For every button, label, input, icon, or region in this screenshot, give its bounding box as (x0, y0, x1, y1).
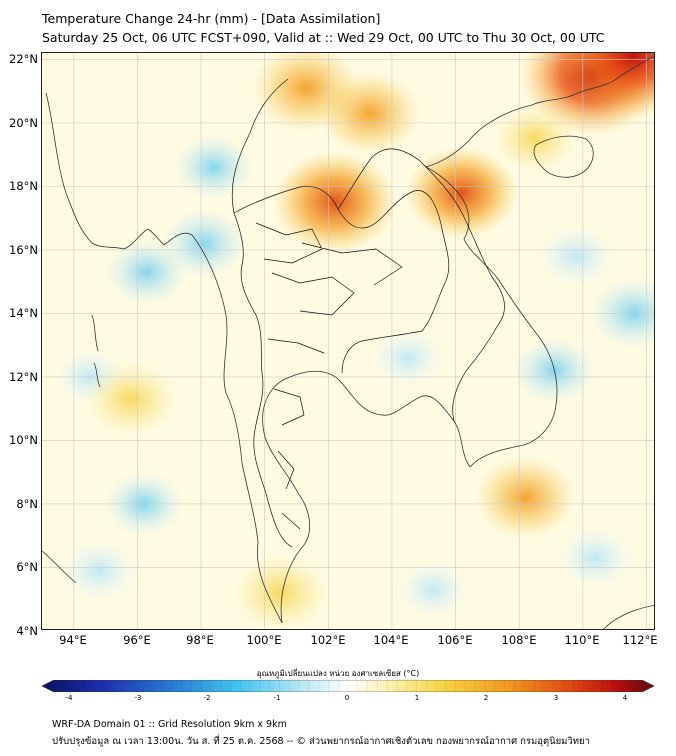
lat-tick-label: 16°N (9, 243, 38, 257)
colorbar-tick-label: -1 (273, 694, 281, 702)
cool-anomaly-area (160, 208, 248, 279)
country-borders (231, 78, 505, 548)
lat-tick-label: 10°N (9, 433, 38, 447)
update-credit-text: ปรับปรุงข้อมูล ณ เวลา 13:00น. วัน ส. ที่… (52, 736, 590, 747)
cool-anomaly-area (396, 560, 470, 619)
lon-tick-label: 108°E (501, 633, 537, 647)
colorbar-bar (42, 680, 654, 692)
colorbar-tick-label: -3 (134, 694, 142, 702)
lat-tick-label: 20°N (9, 116, 38, 130)
cool-anomaly-area (60, 539, 139, 603)
warm-anomaly-area (493, 104, 578, 173)
lon-tick-label: 94°E (59, 633, 87, 647)
colorbar-tick-label: 4 (622, 694, 628, 702)
colorbar-tick-label: -4 (65, 694, 73, 702)
lon-tick-label: 96°E (123, 633, 151, 647)
lat-tick-label: 4°N (16, 624, 38, 638)
map-title: Temperature Change 24-hr (mm) - [Data As… (42, 11, 381, 26)
temperature-change-map (42, 53, 654, 629)
map-subtitle: Saturday 25 Oct, 06 UTC FCST+090, Valid … (42, 30, 605, 45)
lon-tick-label: 110°E (564, 633, 600, 647)
cool-anomaly-area (556, 526, 635, 590)
colorbar-tick-label: 1 (414, 694, 420, 702)
warm-anomaly-area (475, 456, 576, 539)
lon-tick-label: 102°E (310, 633, 346, 647)
temperature-field (54, 53, 654, 629)
lon-tick-label: 98°E (186, 633, 214, 647)
cool-anomaly-area (537, 224, 616, 288)
lat-tick-label: 12°N (9, 370, 38, 384)
lon-tick-label: 112°E (622, 633, 658, 647)
warm-anomaly-area (233, 554, 329, 629)
colorbar-tick-label: -2 (203, 694, 211, 702)
lon-tick-label: 104°E (373, 633, 409, 647)
lat-tick-label: 6°N (16, 560, 38, 574)
colorbar (42, 680, 654, 692)
warm-anomaly-area (405, 146, 518, 239)
graticule (42, 53, 654, 629)
map-panel (41, 52, 655, 630)
cool-anomaly-area (371, 328, 445, 388)
model-info-text: WRF-DA Domain 01 :: Grid Resolution 9km … (52, 719, 287, 730)
lat-tick-label: 8°N (16, 497, 38, 511)
lat-tick-label: 18°N (9, 179, 38, 193)
colorbar-title: อุณหภูมิเปลี่ยนแปลง หน่วย องศาเซลเซียส (… (256, 669, 420, 678)
lon-tick-label: 100°E (246, 633, 282, 647)
lat-tick-label: 22°N (9, 52, 38, 66)
lat-tick-label: 14°N (9, 306, 38, 320)
lon-tick-label: 106°E (437, 633, 473, 647)
colorbar-tick-label: 3 (553, 694, 559, 702)
warm-anomaly-area (560, 53, 654, 117)
warm-anomaly-area (84, 361, 178, 437)
cool-anomaly-area (173, 134, 255, 201)
warm-anomaly-area (319, 72, 421, 155)
colorbar-tick-label: 2 (483, 694, 489, 702)
colorbar-tick-label: 0 (344, 694, 350, 702)
